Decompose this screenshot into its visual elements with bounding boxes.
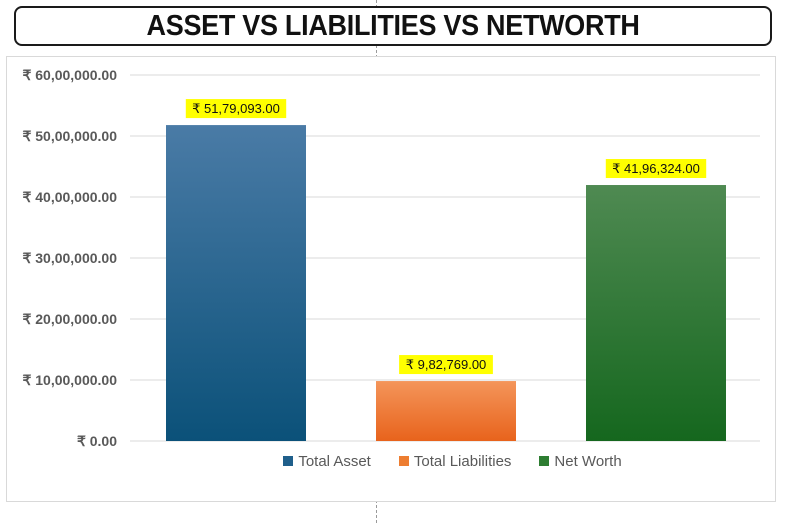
- legend-label: Total Liabilities: [413, 452, 512, 470]
- y-tick-label: ₹ 10,00,000.00: [22, 372, 117, 388]
- data-label-total-liabilities: ₹ 9,82,769.00: [406, 357, 487, 372]
- legend-swatch-net-worth: [539, 456, 550, 466]
- y-tick-label: ₹ 60,00,000.00: [22, 67, 117, 83]
- data-label-background: [399, 355, 493, 375]
- legend-label: Total Asset: [298, 452, 371, 470]
- legend-item-total-liabilities[interactable]: Total Liabilities: [398, 452, 512, 470]
- y-tick-label: ₹ 0.00: [77, 433, 117, 449]
- data-labels: ₹ 51,79,093.00 ₹ 9,82,769.00 ₹ 41,96,324.0…: [185, 99, 707, 375]
- y-tick-label: ₹ 20,00,000.00: [22, 311, 117, 327]
- data-label-background: [185, 99, 287, 119]
- y-tick-label: ₹ 30,00,000.00: [22, 250, 117, 266]
- legend-swatch-total-liabilities: [398, 456, 409, 466]
- legend-swatch-total-asset: [283, 456, 294, 466]
- legend-item-total-asset[interactable]: Total Asset: [283, 453, 371, 470]
- legend-label: Net Worth: [554, 452, 622, 470]
- bars: [166, 125, 726, 442]
- bar-chart-plot: ₹ 0.00 ₹ 10,00,000.00 ₹ 20,00,000.00 ₹ 30,0…: [22, 67, 760, 449]
- chart-title: ASSET VS LIABILITIES VS NETWORTH: [146, 9, 640, 42]
- data-label-net-worth: ₹ 41,96,324.00: [612, 161, 700, 176]
- bar-net-worth[interactable]: [586, 185, 726, 441]
- data-label-background: [605, 159, 707, 179]
- chart-title-box: ASSET VS LIABILITIES VS NETWORTH: [14, 6, 772, 46]
- data-label-total-asset: ₹ 51,79,093.00: [192, 101, 280, 116]
- y-tick-label: ₹ 40,00,000.00: [22, 189, 117, 205]
- y-axis-ticks: ₹ 0.00 ₹ 10,00,000.00 ₹ 20,00,000.00 ₹ 30,0…: [22, 67, 117, 449]
- legend: Total Asset Total Liabilities Net Worth: [0, 451, 795, 471]
- bar-total-asset[interactable]: [166, 125, 306, 442]
- y-tick-label: ₹ 50,00,000.00: [22, 128, 117, 144]
- bar-total-liabilities[interactable]: [376, 381, 516, 441]
- legend-item-net-worth[interactable]: Net Worth: [539, 452, 622, 470]
